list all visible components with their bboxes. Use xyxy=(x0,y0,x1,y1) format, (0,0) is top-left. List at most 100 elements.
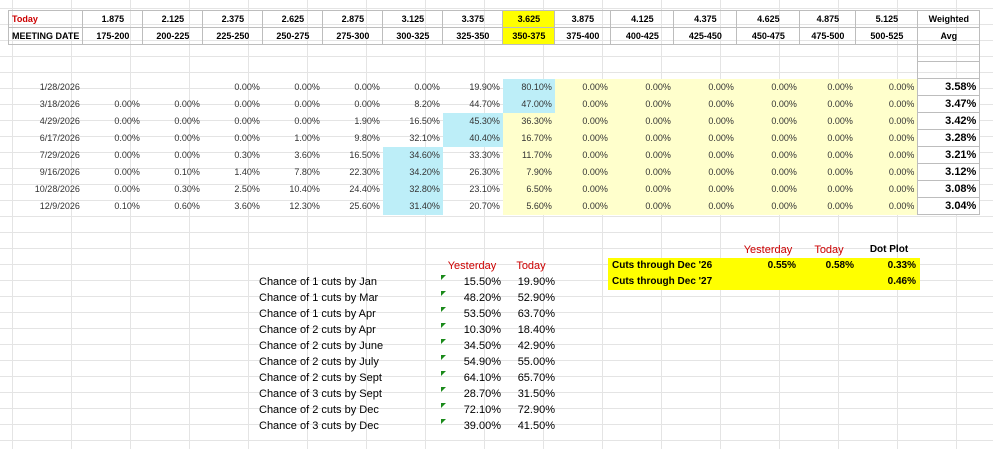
probability-cell[interactable]: 0.00% xyxy=(554,163,611,181)
rate-range-cell[interactable]: 375-400 xyxy=(554,27,612,45)
dot-yesterday-value[interactable] xyxy=(736,274,800,290)
probability-cell[interactable]: 0.00% xyxy=(234,133,260,143)
cut-chance-label[interactable]: Chance of 3 cuts by Sept xyxy=(259,388,382,400)
empty-cell[interactable] xyxy=(143,45,203,62)
probability-cell[interactable]: 0.00% xyxy=(736,112,800,130)
probability-cell[interactable]: 0.00% xyxy=(855,129,918,147)
rate-range-cell[interactable]: 300-325 xyxy=(382,27,444,45)
probability-cell[interactable]: 3.60% xyxy=(294,150,320,160)
probability-cell[interactable]: 25.60% xyxy=(349,201,380,211)
meeting-date[interactable]: 7/29/2026 xyxy=(39,150,80,160)
probability-cell[interactable]: 0.00% xyxy=(414,82,440,92)
empty-cell[interactable] xyxy=(9,45,83,62)
probability-cell[interactable] xyxy=(83,79,143,96)
probability-cell[interactable]: 0.30% xyxy=(174,184,200,194)
probability-cell[interactable]: 0.00% xyxy=(673,78,737,96)
probability-cell[interactable]: 0.00% xyxy=(610,78,674,96)
empty-cell[interactable] xyxy=(503,62,555,79)
probability-cell[interactable]: 12.30% xyxy=(289,201,320,211)
yesterday-value[interactable]: 10.30% xyxy=(440,322,504,338)
meeting-date[interactable]: 4/29/2026 xyxy=(39,116,80,126)
meeting-date[interactable]: 12/9/2026 xyxy=(39,201,80,211)
probability-cell[interactable]: 0.00% xyxy=(554,146,611,164)
probability-cell[interactable]: 1.00% xyxy=(294,133,320,143)
probability-cell[interactable]: 0.00% xyxy=(855,180,918,198)
probability-cell[interactable]: 0.00% xyxy=(174,99,200,109)
probability-cell[interactable]: 0.00% xyxy=(673,180,737,198)
probability-cell[interactable]: 34.20% xyxy=(382,163,443,181)
probability-cell[interactable]: 0.00% xyxy=(799,146,856,164)
cut-chance-label[interactable]: Chance of 2 cuts by Apr xyxy=(259,324,376,336)
probability-cell[interactable]: 0.00% xyxy=(855,95,918,113)
probability-cell[interactable]: 31.40% xyxy=(382,197,443,215)
empty-cell[interactable] xyxy=(674,45,737,62)
probability-cell[interactable]: 26.30% xyxy=(469,167,500,177)
meeting-date[interactable]: 1/28/2026 xyxy=(39,82,80,92)
empty-cell[interactable] xyxy=(443,45,503,62)
today-value[interactable]: 41.50% xyxy=(517,420,555,432)
empty-cell[interactable] xyxy=(856,62,918,79)
probability-cell[interactable]: 32.80% xyxy=(382,180,443,198)
probability-cell[interactable]: 0.00% xyxy=(673,163,737,181)
probability-cell[interactable]: 5.60% xyxy=(502,197,555,215)
cut-chance-label[interactable]: Chance of 1 cuts by Apr xyxy=(259,308,376,320)
probability-cell[interactable]: 0.00% xyxy=(610,197,674,215)
empty-cell[interactable] xyxy=(203,62,263,79)
cuts-through-label[interactable]: Cuts through Dec '27 xyxy=(608,274,736,290)
probability-cell[interactable]: 33.30% xyxy=(469,150,500,160)
weighted-avg-cell[interactable]: 3.21% xyxy=(917,146,981,164)
today-value[interactable]: 55.00% xyxy=(517,356,555,368)
empty-cell[interactable] xyxy=(503,45,555,62)
probability-cell[interactable]: 19.90% xyxy=(469,82,500,92)
empty-cell[interactable] xyxy=(203,45,263,62)
empty-cell[interactable] xyxy=(323,62,383,79)
rate-range-cell[interactable]: 275-300 xyxy=(322,27,384,45)
probability-cell[interactable]: 0.00% xyxy=(610,129,674,147)
empty-cell[interactable] xyxy=(263,45,323,62)
empty-cell[interactable] xyxy=(83,45,143,62)
probability-cell[interactable]: 0.00% xyxy=(114,150,140,160)
probability-cell[interactable]: 32.10% xyxy=(409,133,440,143)
probability-cell[interactable]: 0.00% xyxy=(554,95,611,113)
empty-cell[interactable] xyxy=(263,62,323,79)
probability-cell[interactable]: 11.70% xyxy=(502,146,555,164)
probability-cell[interactable]: 0.00% xyxy=(799,197,856,215)
cut-chance-label[interactable]: Chance of 2 cuts by Dec xyxy=(259,404,379,416)
probability-cell[interactable]: 0.00% xyxy=(610,112,674,130)
probability-cell[interactable]: 0.00% xyxy=(736,95,800,113)
rate-range-cell[interactable]: 450-475 xyxy=(736,27,801,45)
probability-cell[interactable]: 0.00% xyxy=(736,146,800,164)
empty-cell[interactable] xyxy=(800,45,856,62)
cut-chance-label[interactable]: Chance of 3 cuts by Dec xyxy=(259,420,379,432)
rate-mid-cell[interactable]: 4.875 xyxy=(799,10,857,28)
weighted-avg-cell[interactable]: 3.58% xyxy=(917,78,981,96)
probability-cell[interactable]: 16.70% xyxy=(502,129,555,147)
probability-cell[interactable]: 0.00% xyxy=(174,133,200,143)
probability-cell[interactable]: 0.00% xyxy=(855,78,918,96)
empty-cell[interactable] xyxy=(143,62,203,79)
probability-cell[interactable]: 1.90% xyxy=(354,116,380,126)
yesterday-value[interactable]: 53.50% xyxy=(440,306,504,322)
yesterday-value[interactable]: 39.00% xyxy=(440,418,504,434)
dot-today-value[interactable]: 0.58% xyxy=(800,258,858,274)
today-value[interactable]: 18.40% xyxy=(517,324,555,336)
probability-cell[interactable]: 0.00% xyxy=(554,180,611,198)
probability-cell[interactable]: 0.00% xyxy=(736,180,800,198)
meeting-date[interactable]: 6/17/2026 xyxy=(39,133,80,143)
empty-cell[interactable] xyxy=(917,44,981,62)
probability-cell[interactable]: 0.00% xyxy=(554,112,611,130)
probability-cell[interactable]: 45.30% xyxy=(442,112,503,130)
rate-range-cell[interactable]: 250-275 xyxy=(262,27,324,45)
probability-cell[interactable]: 0.00% xyxy=(234,82,260,92)
probability-cell[interactable]: 0.00% xyxy=(174,150,200,160)
probability-cell[interactable]: 0.00% xyxy=(799,78,856,96)
cut-chance-label[interactable]: Chance of 2 cuts by Sept xyxy=(259,372,382,384)
probability-cell[interactable]: 0.00% xyxy=(294,82,320,92)
today-value[interactable]: 52.90% xyxy=(517,292,555,304)
probability-cell[interactable]: 0.00% xyxy=(855,197,918,215)
probability-cell[interactable]: 0.00% xyxy=(554,78,611,96)
probability-cell[interactable]: 0.00% xyxy=(736,163,800,181)
today-value[interactable]: 63.70% xyxy=(517,308,555,320)
rate-mid-cell[interactable]: 2.375 xyxy=(202,10,264,28)
cut-chance-label[interactable]: Chance of 2 cuts by July xyxy=(259,356,379,368)
